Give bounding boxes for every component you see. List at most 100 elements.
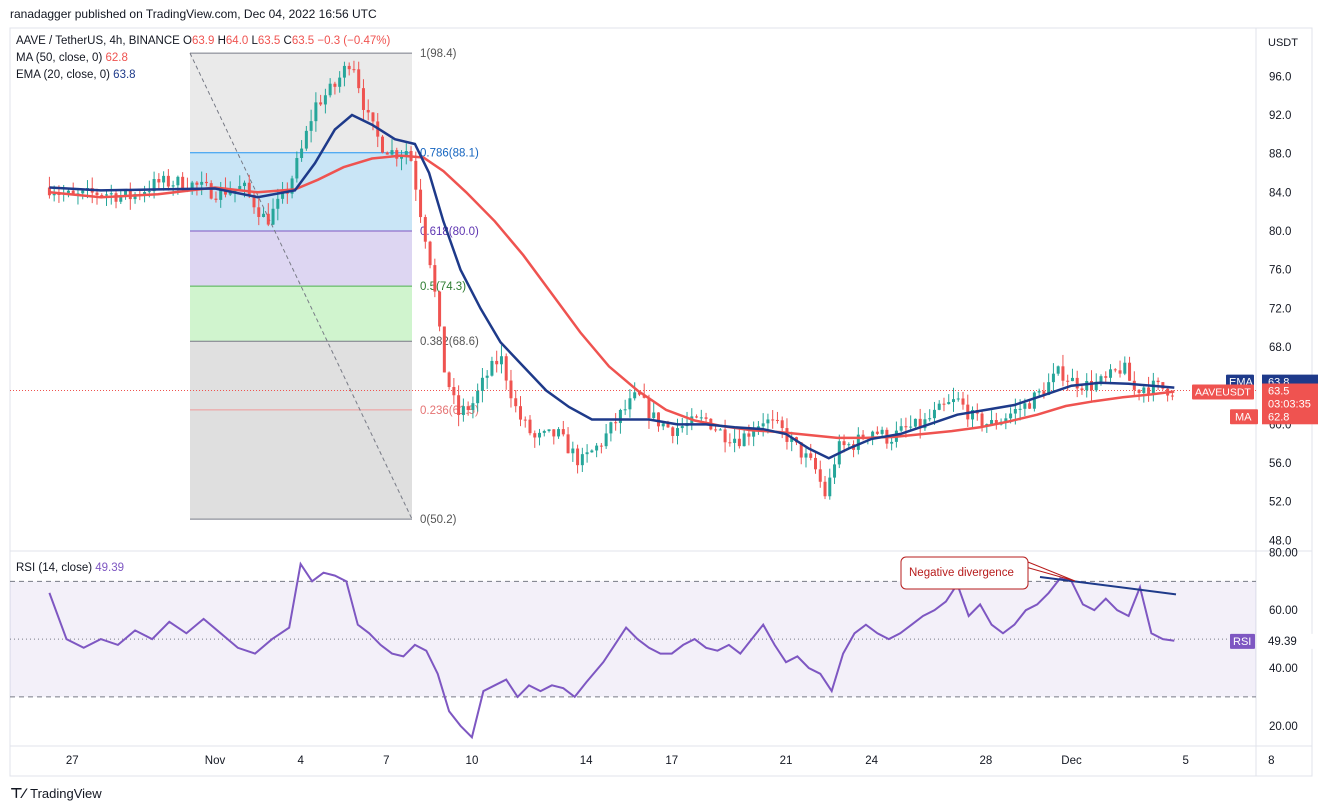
fib-zone-5 [190,409,412,520]
candle-body [557,429,561,437]
time-tick-label: 17 [665,755,678,767]
candle-body [561,429,565,435]
high-value: 64.0 [225,35,249,47]
candle-body [257,207,261,217]
candle-body [695,416,699,418]
candle-body [566,434,570,454]
candle-body [243,182,247,187]
symbol-label[interactable]: AAVE / TetherUS, 4h, BINANCE [16,35,180,47]
candle-body [171,185,175,187]
ema-legend-label: EMA (20, close, 0) [16,69,110,81]
open-label: O [183,35,192,47]
candle-body [247,182,251,195]
candle-body [100,194,104,196]
candle-body [752,431,756,437]
candle-body [699,417,703,419]
candle-body [485,375,489,378]
fib-level-label-1: 0.786(88.1) [420,148,479,160]
ema-legend-value: 63.8 [113,69,136,81]
ema-20-line[interactable] [49,113,1175,460]
tradingview-logo-icon: ⊤⁄ [10,785,26,801]
candle-body [414,160,418,190]
candle-body [71,190,75,194]
candle-body [361,88,365,110]
fib-level-label-6: 0(50.2) [420,514,457,526]
candle-body [828,477,832,497]
candle-body [1156,380,1160,383]
candle-body [371,112,375,122]
candle-body [452,387,456,396]
candle-body [614,422,618,424]
candle-body [390,150,394,155]
candle-body [314,102,318,122]
candle-body [457,395,461,416]
candle-body [604,433,608,447]
rsi-legend[interactable]: RSI (14, close) 49.39 [16,562,124,574]
candle-body [904,426,908,428]
candle-body [842,441,846,446]
candle-body [742,433,746,447]
fibonacci-retracement[interactable] [190,52,412,520]
change-value: −0.3 (−0.47%) [317,35,391,47]
time-tick-label: 4 [297,755,304,767]
candle-body [856,434,860,450]
candle-body [923,419,927,429]
candle-body [1104,376,1108,378]
candle-body [143,192,147,196]
candle-body [618,409,622,424]
candle-body [466,406,470,410]
symbol-tag-label: AAVEUSDT [1195,387,1251,399]
ema-legend[interactable]: EMA (20, close, 0) 63.8 [16,69,136,81]
candle-body [942,403,946,405]
callout-box[interactable] [900,556,1029,590]
time-tick-label: 21 [780,755,793,767]
candle-body [538,432,542,438]
tradingview-logo[interactable]: ⊤⁄ TradingView [10,785,102,802]
rsi-line[interactable] [48,561,1175,740]
fib-level-label-3: 0.5(74.3) [420,281,466,293]
candle-body [1113,369,1117,371]
candle-body [433,265,437,292]
candle-body [57,194,61,196]
rsi-tag-value: 49.39 [1268,636,1297,648]
candle-body [1042,391,1046,396]
candle-body [1009,413,1013,419]
candle-body [195,182,199,185]
close-value: 63.5 [291,35,315,47]
callout-text: Negative divergence [909,567,1014,579]
candle-body [66,190,70,193]
candle-body [124,190,128,196]
candle-body [623,409,627,411]
candle-body [461,406,465,416]
candle-body [590,450,594,453]
candle-body [1128,362,1132,381]
ma-legend[interactable]: MA (50, close, 0) 62.8 [16,52,128,64]
candle-body [671,427,675,436]
divergence-trend-line[interactable] [1039,576,1177,596]
candle-body [1075,377,1079,389]
candle-body [666,423,670,428]
fib-zone-3 [190,286,412,342]
rsi-legend-label: RSI (14, close) [16,562,93,574]
candle-body [219,187,223,200]
ma-50-line[interactable] [49,154,1175,440]
candle-body [81,190,85,194]
bar-countdown: 03:03:35 [1268,399,1311,411]
candle-body [1085,380,1089,391]
candle-body [1047,382,1051,396]
candle-body [290,178,294,194]
candle-body [818,469,822,482]
candle-body [119,195,123,202]
candle-body [471,403,475,410]
candle-body [109,193,113,195]
candle-body [1137,389,1141,393]
time-tick-label: 10 [466,755,479,767]
candle-body [1118,370,1122,374]
candle-body [300,148,304,159]
candle-body [276,198,280,209]
time-tick-label: 14 [580,755,593,767]
fibonacci-trend-line[interactable] [189,52,413,520]
candle-body [176,176,180,186]
fib-zone-2 [190,231,412,287]
